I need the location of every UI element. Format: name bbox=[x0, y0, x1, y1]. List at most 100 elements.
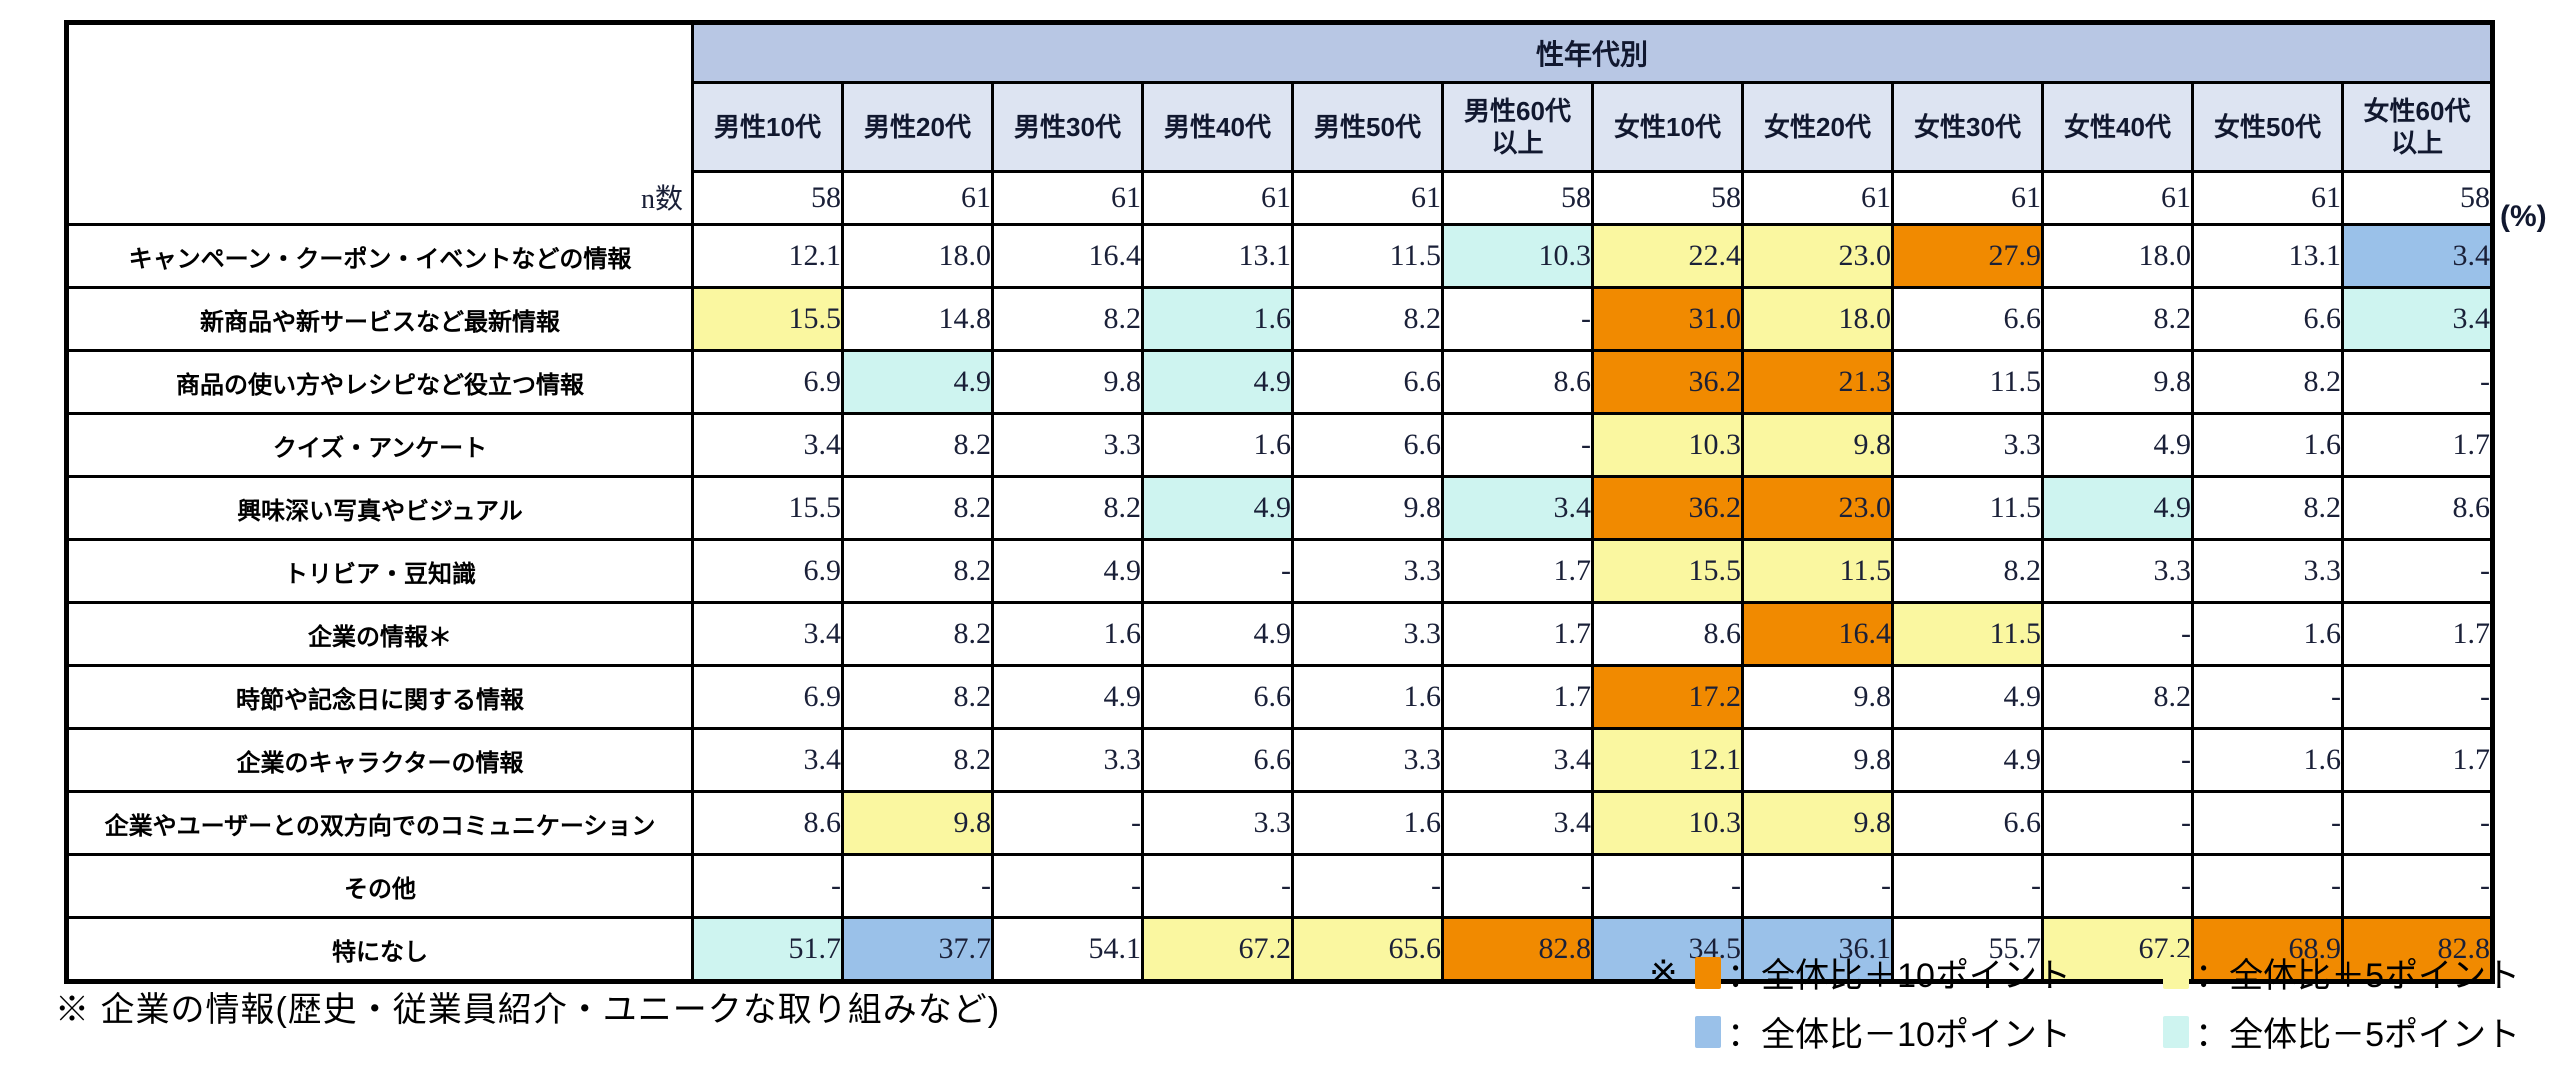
value-cell: 15.5 bbox=[1591, 538, 1744, 604]
value-cell: 17.2 bbox=[1591, 664, 1744, 730]
value-cell: 3.3 bbox=[1291, 538, 1444, 604]
column-header: 女性30代 bbox=[1891, 81, 2044, 173]
value-cell: 3.4 bbox=[691, 601, 844, 667]
row-label: 興味深い写真やビジュアル bbox=[65, 475, 694, 541]
legend-row-plus: ※ ：全体比＋10ポイント ：全体比＋5ポイント bbox=[1649, 948, 2520, 997]
value-cell: 15.5 bbox=[691, 286, 844, 352]
value-cell: 18.0 bbox=[2041, 223, 2194, 289]
n-value-cell: 61 bbox=[841, 170, 994, 226]
row-label: 時節や記念日に関する情報 bbox=[65, 664, 694, 730]
percent-unit-label: (%) bbox=[2500, 200, 2547, 233]
value-cell: 67.2 bbox=[2041, 916, 2194, 983]
n-value-cell: 61 bbox=[1291, 170, 1444, 226]
n-count-label: n数 bbox=[640, 184, 683, 215]
table-row: トリビア・豆知識 6.9 8.2 4.9-3.3 1.7 15.5 11.5 8.2 3.3 3.… bbox=[65, 538, 2494, 604]
row-label: 新商品や新サービスなど最新情報 bbox=[65, 286, 694, 352]
value-cell: 6.9 bbox=[691, 349, 844, 415]
value-cell: 13.1 bbox=[1141, 223, 1294, 289]
value-cell: - bbox=[2191, 664, 2344, 730]
value-cell: - bbox=[1141, 853, 1294, 919]
group-header-row: n数 性年代別 bbox=[65, 21, 2494, 226]
value-cell: - bbox=[991, 853, 1144, 919]
legend-swatch-minus5-icon bbox=[2163, 1015, 2190, 1048]
value-cell: 3.4 bbox=[691, 412, 844, 478]
value-cell: 9.8 bbox=[841, 790, 994, 856]
value-cell: 1.7 bbox=[1441, 601, 1594, 667]
column-header: 男性40代 bbox=[1141, 81, 1294, 173]
value-cell: 1.6 bbox=[1141, 412, 1294, 478]
column-header-row: 男性10代 男性20代 男性30代 男性40代 男性50代 男性60代 以上 女性10代 女性… bbox=[67, 81, 2494, 173]
row-label: クイズ・アンケート bbox=[65, 412, 694, 478]
group-header: 性年代別 bbox=[691, 21, 2494, 84]
value-cell: 3.4 bbox=[2341, 286, 2494, 352]
value-cell: 4.9 bbox=[841, 349, 994, 415]
table-row: 企業やユーザーとの双方向でのコミュニケーション 8.6 9.8-3.3 1.6 3.4 1… bbox=[65, 790, 2494, 856]
value-cell: 3.4 bbox=[1441, 790, 1594, 856]
value-cell: - bbox=[2041, 601, 2194, 667]
value-cell: 3.3 bbox=[1291, 727, 1444, 793]
value-cell: 3.3 bbox=[1291, 601, 1444, 667]
column-header: 女性20代 bbox=[1741, 81, 1894, 173]
value-cell: - bbox=[691, 853, 844, 919]
value-cell: 8.2 bbox=[991, 286, 1144, 352]
value-cell: 3.4 bbox=[691, 727, 844, 793]
column-header: 女性10代 bbox=[1591, 81, 1744, 173]
value-cell: 67.2 bbox=[1141, 916, 1294, 983]
legend-label-plus5: ：全体比＋5ポイント bbox=[2195, 957, 2520, 995]
legend-label-minus10: ：全体比－10ポイント bbox=[1727, 1016, 2071, 1054]
value-cell: 4.9 bbox=[1891, 727, 2044, 793]
value-cell: 1.7 bbox=[1441, 664, 1594, 730]
value-cell: - bbox=[2191, 790, 2344, 856]
table-row: キャンペーン・クーポン・イベントなどの情報 12.1 18.0 16.4 13.1 11.… bbox=[65, 223, 2494, 289]
legend-swatch-plus5-icon bbox=[2163, 956, 2190, 989]
value-cell: 36.2 bbox=[1591, 475, 1744, 541]
value-cell: 3.3 bbox=[1891, 412, 2044, 478]
value-cell: 6.6 bbox=[1141, 664, 1294, 730]
value-cell: 82.8 bbox=[1441, 916, 1594, 983]
value-cell: 3.4 bbox=[2341, 223, 2494, 289]
value-cell: 3.3 bbox=[1141, 790, 1294, 856]
column-header: 男性30代 bbox=[991, 81, 1144, 173]
legend-swatch-plus10-icon bbox=[1695, 956, 1722, 989]
row-label: トリビア・豆知識 bbox=[65, 538, 694, 604]
value-cell: 16.4 bbox=[991, 223, 1144, 289]
value-cell: 9.8 bbox=[1741, 790, 1894, 856]
value-cell: 54.1 bbox=[991, 916, 1144, 983]
value-cell: 8.6 bbox=[1591, 601, 1744, 667]
value-cell: 4.9 bbox=[1141, 475, 1294, 541]
value-cell: 4.9 bbox=[1891, 664, 2044, 730]
value-cell: 8.2 bbox=[2191, 349, 2344, 415]
value-cell: 51.7 bbox=[691, 916, 844, 983]
column-header: 女性60代 以上 bbox=[2341, 81, 2494, 173]
value-cell: 6.6 bbox=[1141, 727, 1294, 793]
value-cell: - bbox=[2341, 538, 2494, 604]
value-cell: 8.2 bbox=[841, 601, 994, 667]
value-cell: - bbox=[1441, 412, 1594, 478]
value-cell: 8.2 bbox=[1291, 286, 1444, 352]
row-label: 企業の情報＊ bbox=[65, 601, 694, 667]
value-cell: 8.6 bbox=[691, 790, 844, 856]
legend-note-mark: ※ bbox=[1649, 953, 1678, 992]
value-cell: 8.2 bbox=[841, 412, 994, 478]
value-cell: 6.9 bbox=[691, 538, 844, 604]
column-header: 男性60代 以上 bbox=[1441, 81, 1594, 173]
value-cell: 6.6 bbox=[2191, 286, 2344, 352]
value-cell: - bbox=[1441, 286, 1594, 352]
value-cell: 23.0 bbox=[1741, 223, 1894, 289]
value-cell: - bbox=[2041, 853, 2194, 919]
value-cell: 21.3 bbox=[1741, 349, 1894, 415]
value-cell: - bbox=[2341, 349, 2494, 415]
table-row: 時節や記念日に関する情報 6.9 8.2 4.9 6.6 1.6 1.7 17.2 9.8 4.9… bbox=[65, 664, 2494, 730]
value-cell: 8.2 bbox=[841, 727, 994, 793]
value-cell: - bbox=[1591, 853, 1744, 919]
value-cell: 9.8 bbox=[2041, 349, 2194, 415]
n-value-cell: 61 bbox=[1141, 170, 1294, 226]
n-value-cell: 61 bbox=[2191, 170, 2344, 226]
value-cell: 1.6 bbox=[1141, 286, 1294, 352]
value-cell: 3.3 bbox=[991, 412, 1144, 478]
value-cell: 8.2 bbox=[841, 664, 994, 730]
value-cell: - bbox=[1891, 853, 2044, 919]
value-cell: 12.1 bbox=[691, 223, 844, 289]
n-value-cell: 61 bbox=[1891, 170, 2044, 226]
